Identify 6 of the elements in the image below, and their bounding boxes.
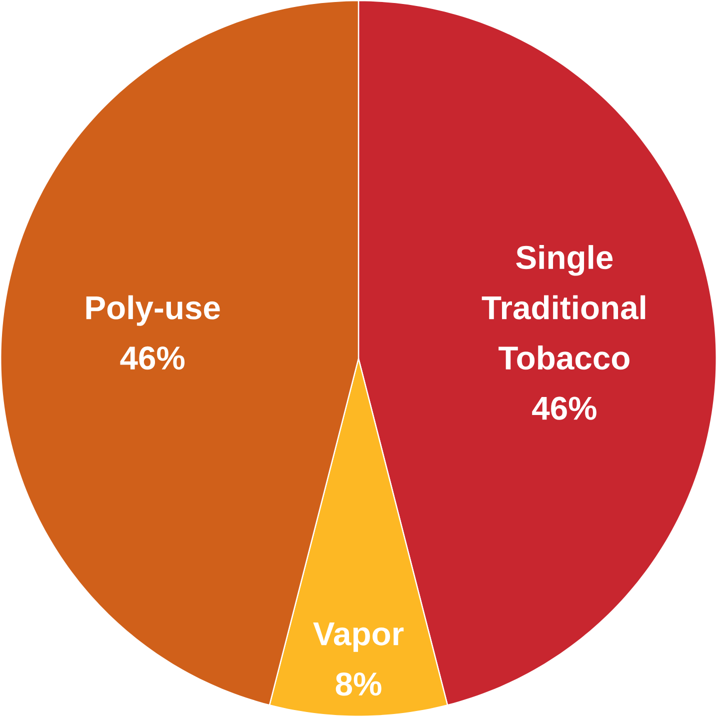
data-label: 46% — [120, 346, 185, 370]
data-label: 46% — [532, 396, 596, 420]
data-label: 8% — [336, 672, 382, 696]
slice-label: Poly-use — [86, 295, 220, 326]
slice-label: Vapor — [313, 622, 404, 652]
slice-label: Single Traditional Tobacco — [482, 245, 646, 370]
